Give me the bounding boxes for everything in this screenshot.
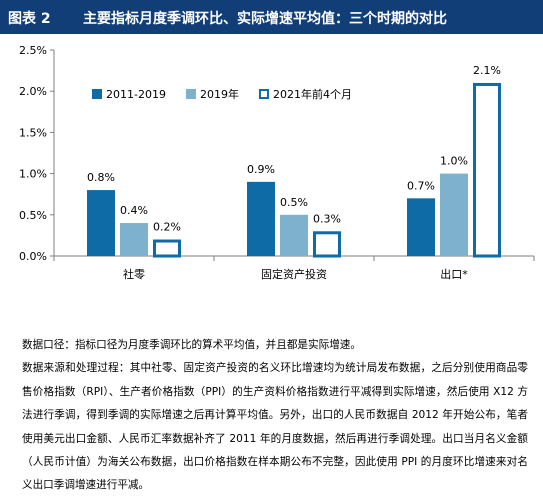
y-axis: 0.0% 0.5% 1.0% 1.5% 2.0% 2.5% — [19, 44, 55, 263]
title-bar: 图表 2 主要指标月度季调环比、实际增速平均值：三个时期的对比 — [0, 0, 543, 34]
x-tick-label: 社零 — [123, 267, 145, 281]
bar — [280, 214, 308, 256]
bar — [87, 190, 115, 256]
bar — [153, 239, 181, 258]
chart-title: 主要指标月度季调环比、实际增速平均值：三个时期的对比 — [83, 11, 447, 27]
legend-swatch — [185, 89, 196, 99]
note-source: 数据来源和处理过程：其中社零、固定资产投资的名义环比增速均为统计局发布数据，之后… — [22, 362, 528, 492]
bar-data-label: 0.3% — [313, 212, 341, 225]
bar-chart: 0.0% 0.5% 1.0% 1.5% 2.0% 2.5% 社零 固定资产投资 出口* 0.8… — [19, 44, 535, 281]
bar-data-label: 2.1% — [473, 64, 501, 77]
x-axis: 社零 固定资产投资 出口* — [53, 255, 535, 281]
x-tick-label: 固定资产投资 — [261, 267, 327, 281]
bar-data-label: 0.2% — [153, 221, 181, 234]
bar — [407, 198, 435, 256]
bar-labels: 0.8% 0.4% 0.2% 0.9% 0.5% 0.3% 0.7% 1.0% 2.1% — [87, 64, 501, 234]
legend-label: 2019年 — [200, 87, 239, 101]
bar — [247, 181, 275, 256]
bar-data-label: 0.7% — [407, 179, 435, 192]
bar — [440, 173, 468, 256]
legend-swatch — [258, 89, 269, 99]
legend-swatch — [92, 89, 102, 99]
y-tick-label: 1.5% — [19, 126, 47, 139]
legend-label: 2011-2019 — [106, 88, 166, 101]
bar — [313, 231, 341, 258]
x-tick-label: 出口* — [440, 267, 468, 281]
legend: 2011-2019 2019年 2021年前4个月 — [92, 87, 352, 101]
bars — [87, 82, 501, 258]
bar-data-label: 1.0% — [440, 155, 468, 168]
bar-data-label: 0.9% — [247, 163, 275, 176]
y-tick-label: 0.5% — [19, 209, 47, 222]
bar-data-label: 0.8% — [87, 171, 115, 184]
bar-data-label: 0.5% — [280, 196, 308, 209]
figure-label: 图表 2 — [8, 11, 51, 27]
legend-label: 2021年前4个月 — [273, 87, 352, 101]
note-caliber: 数据口径：指标口径为月度季调环比的算术平均值，并且都是实际增速。 — [22, 339, 361, 351]
bar — [473, 82, 501, 258]
y-tick-label: 1.0% — [19, 168, 47, 181]
y-tick-label: 0.0% — [19, 250, 47, 263]
bar-data-label: 0.4% — [120, 204, 148, 217]
bar — [120, 223, 148, 256]
notes: 数据口径：指标口径为月度季调环比的算术平均值，并且都是实际增速。 数据来源和处理… — [22, 334, 528, 498]
y-tick-label: 2.0% — [19, 85, 47, 98]
y-tick-label: 2.5% — [19, 44, 47, 57]
